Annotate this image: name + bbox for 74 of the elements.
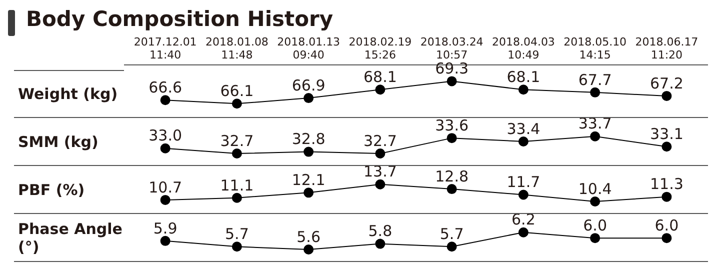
data-label: 33.1 xyxy=(650,125,684,144)
data-label: 11.3 xyxy=(650,175,684,194)
data-label: 33.4 xyxy=(506,120,540,138)
point xyxy=(304,188,314,198)
point xyxy=(446,133,457,144)
data-label: 11.1 xyxy=(220,176,254,194)
point xyxy=(232,98,242,109)
point xyxy=(590,87,600,98)
point xyxy=(375,148,386,158)
x-tick-label: 2018.01.08 11:48 xyxy=(205,35,268,62)
data-label: 10.7 xyxy=(148,178,182,196)
point xyxy=(232,148,242,158)
data-label: 32.7 xyxy=(363,132,397,150)
y-axis-title: Weight (kg) xyxy=(14,70,124,117)
point xyxy=(304,93,314,104)
data-label: 12.8 xyxy=(435,167,469,186)
point xyxy=(304,244,314,254)
point xyxy=(160,143,170,154)
point xyxy=(160,194,170,205)
point xyxy=(590,196,600,206)
point xyxy=(446,242,457,252)
point xyxy=(160,95,170,106)
data-label: 66.6 xyxy=(148,78,182,97)
data-label: 68.1 xyxy=(363,68,397,86)
data-label: 6.0 xyxy=(583,216,607,234)
point xyxy=(662,233,672,244)
data-label: 66.1 xyxy=(220,82,254,100)
data-label: 68.1 xyxy=(506,68,540,86)
point xyxy=(518,84,528,95)
data-label: 69.3 xyxy=(435,60,469,78)
data-label: 12.1 xyxy=(292,171,326,190)
x-tick-label: 2018.02.19 15:26 xyxy=(348,35,412,62)
data-label: 67.2 xyxy=(650,74,684,92)
point xyxy=(446,76,457,86)
y-axis-title: PBF (%) xyxy=(17,180,86,200)
data-label: 32.8 xyxy=(292,130,326,148)
data-label: 11.7 xyxy=(506,173,540,192)
point xyxy=(375,84,386,95)
point xyxy=(518,190,528,200)
data-label: 5.7 xyxy=(225,225,249,244)
point xyxy=(375,238,386,249)
data-label: 32.7 xyxy=(220,132,254,150)
data-label: 10.4 xyxy=(578,180,612,198)
point xyxy=(232,242,242,252)
point xyxy=(375,179,386,190)
data-label: 5.6 xyxy=(296,228,320,246)
point xyxy=(518,227,528,238)
point xyxy=(662,142,672,152)
point xyxy=(662,90,672,101)
data-label: 5.8 xyxy=(368,222,392,240)
data-label: 67.7 xyxy=(578,70,612,89)
point xyxy=(232,192,242,203)
y-axis-title: SMM (kg) xyxy=(17,132,100,152)
data-label: 33.0 xyxy=(148,126,182,145)
data-label: 5.9 xyxy=(153,219,178,238)
point xyxy=(518,136,528,146)
data-label: 33.6 xyxy=(435,116,469,134)
point xyxy=(160,236,170,246)
x-tick-label: 2018.04.03 10:49 xyxy=(492,35,555,62)
chart-title: Body Composition History xyxy=(25,6,334,33)
data-label: 5.7 xyxy=(440,225,464,244)
data-label: 66.9 xyxy=(292,76,326,94)
point xyxy=(304,146,314,157)
point xyxy=(590,131,600,142)
point xyxy=(446,184,457,194)
y-axis-title: Phase Angle (°) xyxy=(17,218,124,258)
x-tick-label: 2018.05.10 14:15 xyxy=(564,35,627,62)
data-label: 6.0 xyxy=(654,216,679,234)
x-tick-label: 2018.03.24 10:57 xyxy=(420,35,484,62)
x-tick-label: 2017.12.01 11:40 xyxy=(134,35,197,62)
x-tick-label: 2018.06.17 11:20 xyxy=(635,35,698,62)
x-tick-label: 2018.01.13 09:40 xyxy=(277,35,340,62)
point xyxy=(590,233,600,244)
point xyxy=(662,192,672,202)
